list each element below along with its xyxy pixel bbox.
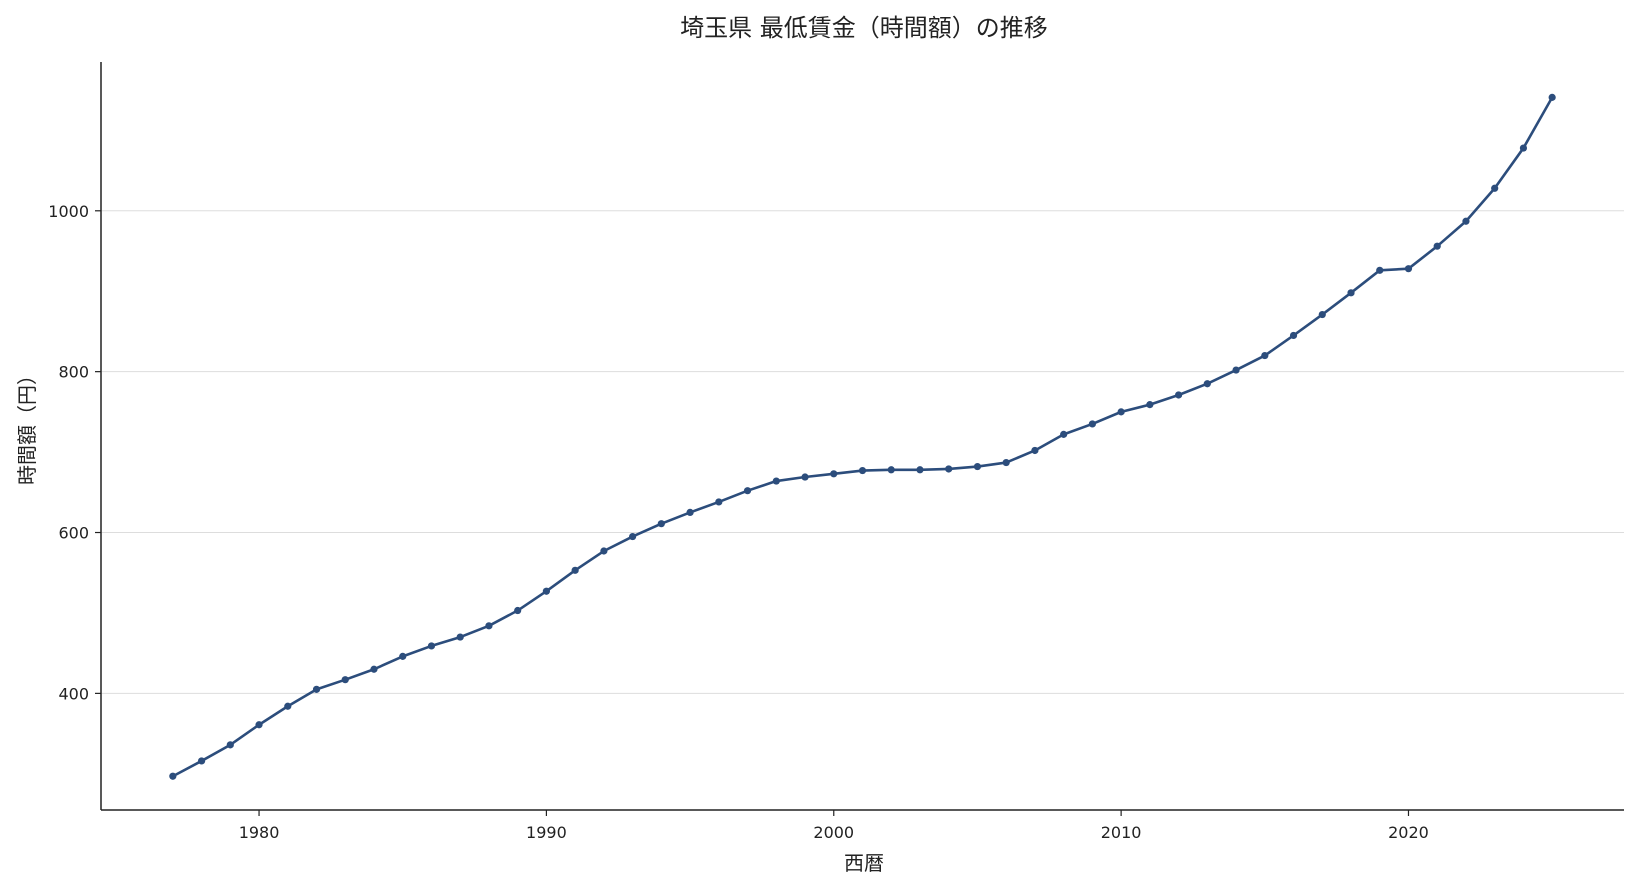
data-point bbox=[973, 462, 982, 471]
data-point bbox=[1002, 458, 1010, 467]
data-point bbox=[1146, 401, 1154, 409]
data-point bbox=[1031, 446, 1039, 455]
data-point bbox=[542, 587, 551, 595]
y-axis-label: 時間額（円） bbox=[15, 365, 39, 485]
y-tick-label: 1000 bbox=[48, 202, 89, 221]
x-tick-label: 1990 bbox=[526, 823, 567, 842]
data-point bbox=[341, 676, 349, 684]
data-point bbox=[370, 665, 378, 673]
axes bbox=[95, 62, 1624, 816]
data-point bbox=[1347, 289, 1355, 297]
y-tick-label: 400 bbox=[58, 684, 89, 703]
data-point bbox=[1232, 366, 1240, 374]
data-point bbox=[427, 642, 436, 650]
grid-lines bbox=[101, 210, 1624, 694]
y-tick-label: 800 bbox=[58, 363, 89, 382]
data-point bbox=[169, 772, 177, 780]
data-point bbox=[226, 741, 234, 749]
data-point bbox=[1289, 331, 1298, 340]
tick-labels: 400 600 800 1000 1980 1990 2000 2010 2020 bbox=[48, 202, 1429, 842]
data-point bbox=[715, 498, 723, 506]
series-layer bbox=[169, 93, 1556, 780]
data-point bbox=[1404, 265, 1413, 273]
data-point bbox=[255, 721, 263, 729]
data-point bbox=[1088, 420, 1096, 428]
data-point bbox=[743, 487, 752, 495]
data-point bbox=[514, 606, 522, 615]
data-point bbox=[1519, 144, 1528, 152]
data-point bbox=[887, 466, 895, 474]
data-point bbox=[1117, 408, 1125, 416]
data-point bbox=[1491, 184, 1499, 192]
x-tick-label: 2020 bbox=[1388, 823, 1429, 842]
data-point bbox=[830, 470, 838, 478]
x-axis-label: 西暦 bbox=[844, 851, 884, 875]
data-point bbox=[1174, 391, 1183, 399]
chart-title: 埼玉県 最低賃金（時間額）の推移 bbox=[680, 14, 1048, 42]
x-tick-label: 2000 bbox=[813, 823, 854, 842]
data-point bbox=[657, 520, 665, 528]
data-point bbox=[858, 466, 867, 475]
y-tick-label: 600 bbox=[58, 524, 89, 543]
data-point bbox=[1060, 430, 1068, 438]
data-point bbox=[312, 685, 321, 693]
data-point bbox=[686, 508, 694, 517]
data-point bbox=[772, 477, 780, 485]
data-point bbox=[284, 702, 292, 710]
data-point bbox=[600, 547, 608, 555]
data-point bbox=[197, 757, 206, 765]
data-point bbox=[456, 633, 464, 641]
x-tick-label: 2010 bbox=[1101, 823, 1142, 842]
data-point bbox=[916, 466, 924, 474]
series-line bbox=[172, 96, 1554, 778]
data-point bbox=[485, 622, 493, 630]
data-point bbox=[1376, 266, 1384, 274]
x-tick-label: 1980 bbox=[239, 823, 280, 842]
data-point bbox=[399, 652, 407, 660]
data-point bbox=[1433, 242, 1441, 250]
data-point bbox=[1462, 217, 1470, 225]
data-point bbox=[629, 532, 637, 541]
data-point bbox=[1203, 380, 1211, 388]
data-point bbox=[801, 473, 809, 481]
data-point bbox=[945, 465, 953, 473]
data-point bbox=[1261, 351, 1269, 360]
data-point bbox=[1548, 93, 1556, 101]
data-point bbox=[571, 566, 579, 574]
data-point bbox=[1318, 310, 1326, 319]
